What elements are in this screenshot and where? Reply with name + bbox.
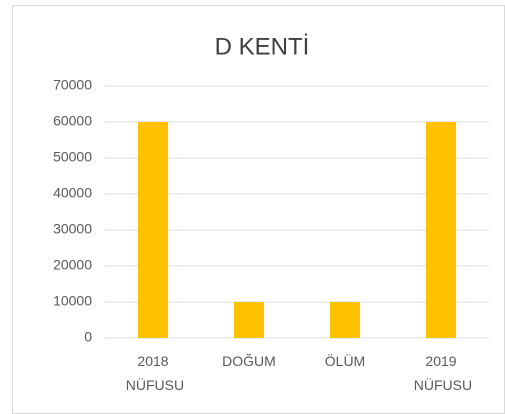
x-tick-label: 2019 NÜFUSU — [410, 353, 472, 393]
bar — [138, 122, 168, 338]
bar — [234, 302, 264, 338]
x-tick-label: DOĞUM — [222, 353, 276, 369]
bar — [330, 302, 360, 338]
y-tick-label: 70000 — [53, 77, 92, 93]
x-tick-label: 2018 NÜFUSU — [122, 353, 184, 393]
bar — [426, 122, 456, 338]
y-tick-label: 10000 — [53, 293, 92, 309]
chart-title: D KENTİ — [215, 33, 310, 60]
y-tick-label: 60000 — [53, 113, 92, 129]
x-tick-label: ÖLÜM — [325, 352, 365, 369]
y-tick-label: 50000 — [53, 149, 92, 165]
y-tick-label: 40000 — [53, 185, 92, 201]
chart-frame — [12, 5, 505, 414]
y-tick-label: 20000 — [53, 257, 92, 273]
y-tick-label: 0 — [84, 329, 92, 345]
y-tick-label: 30000 — [53, 221, 92, 237]
